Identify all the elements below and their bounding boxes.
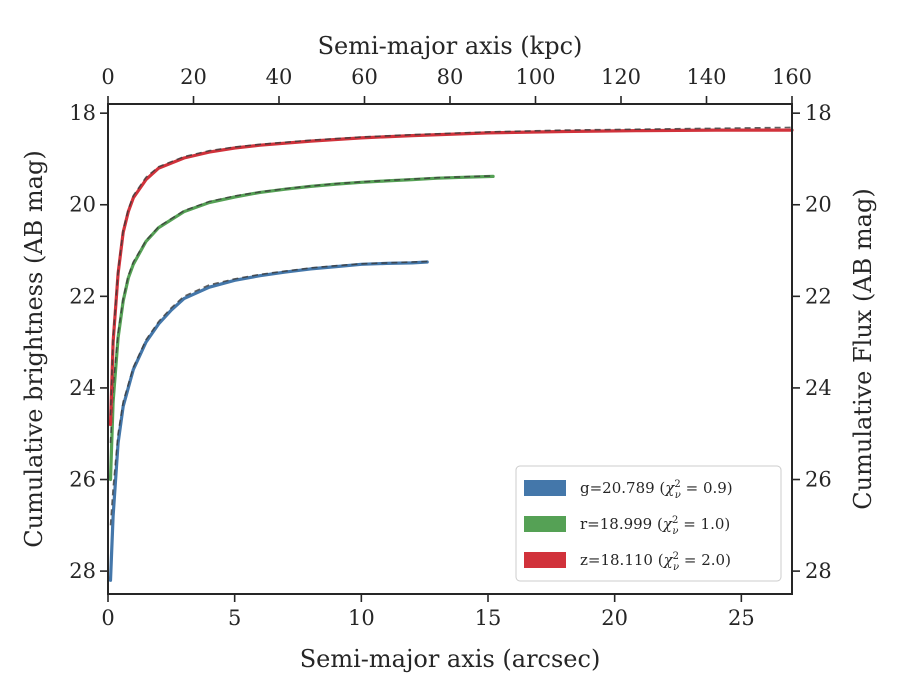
legend-label-r: r=18.999 (χ2 ν = 1.0) xyxy=(580,515,730,537)
y-tick-label: 24 xyxy=(69,376,96,400)
x-tick-label: 5 xyxy=(228,606,241,630)
y-right-tick-label: 20 xyxy=(805,193,832,217)
series-line-z xyxy=(108,128,794,427)
legend: g=20.789 (χ2 ν = 0.9) r=18.999 (χ2 ν = 1.0)… xyxy=(515,465,782,582)
legend-label-g: g=20.789 (χ2 ν = 0.9) xyxy=(580,479,733,501)
series-line-r xyxy=(108,174,495,482)
x-tick-label: 20 xyxy=(601,606,628,630)
legend-swatch-r xyxy=(524,516,566,532)
legend-swatch-z xyxy=(524,552,566,568)
x-axis-top-title: Semi-major axis (kpc) xyxy=(318,32,583,60)
x-top-tick-label: 80 xyxy=(437,65,464,89)
x-top-tick-label: 60 xyxy=(351,65,378,89)
legend-label-z: z=18.110 (χ2 ν = 2.0) xyxy=(580,551,731,573)
legend-swatch-g xyxy=(524,480,566,496)
x-top-tick-label: 100 xyxy=(515,65,555,89)
y-right-tick-label: 24 xyxy=(805,376,832,400)
x-tick-label: 10 xyxy=(348,606,375,630)
y-right-tick-label: 18 xyxy=(805,101,832,125)
legend-box xyxy=(515,465,782,582)
x-top-tick-label: 40 xyxy=(266,65,293,89)
y-tick-label: 20 xyxy=(69,193,96,217)
y-tick-label: 28 xyxy=(69,559,96,583)
model-line-r xyxy=(109,175,494,443)
model-line-z xyxy=(109,126,793,416)
y-tick-label: 26 xyxy=(69,468,96,492)
y-axis-title: Cumulative brightness (AB mag) xyxy=(20,150,48,547)
y-axis-right-title: Cumulative Flux (AB mag) xyxy=(849,188,877,509)
x-top-tick-label: 160 xyxy=(772,65,812,89)
x-tick-label: 0 xyxy=(101,606,114,630)
x-top-tick-label: 120 xyxy=(601,65,641,89)
series-line-g xyxy=(108,260,429,582)
x-top-tick-label: 0 xyxy=(101,65,114,89)
y-right-tick-label: 22 xyxy=(805,284,832,308)
x-top-tick-label: 140 xyxy=(686,65,726,89)
axis-ticks: 0 5 10 15 20 25 0 20 40 60 80 100 120 140 160 18 18 20 20 2… xyxy=(69,65,831,630)
y-right-tick-label: 28 xyxy=(805,559,832,583)
y-right-tick-label: 26 xyxy=(805,468,832,492)
plot-marks xyxy=(108,126,794,582)
x-axis-title: Semi-major axis (arcsec) xyxy=(300,645,601,673)
x-tick-label: 25 xyxy=(728,606,755,630)
y-tick-label: 18 xyxy=(69,101,96,125)
model-line-g xyxy=(109,260,428,526)
x-tick-label: 15 xyxy=(475,606,502,630)
x-top-tick-label: 20 xyxy=(180,65,207,89)
y-tick-label: 22 xyxy=(69,284,96,308)
